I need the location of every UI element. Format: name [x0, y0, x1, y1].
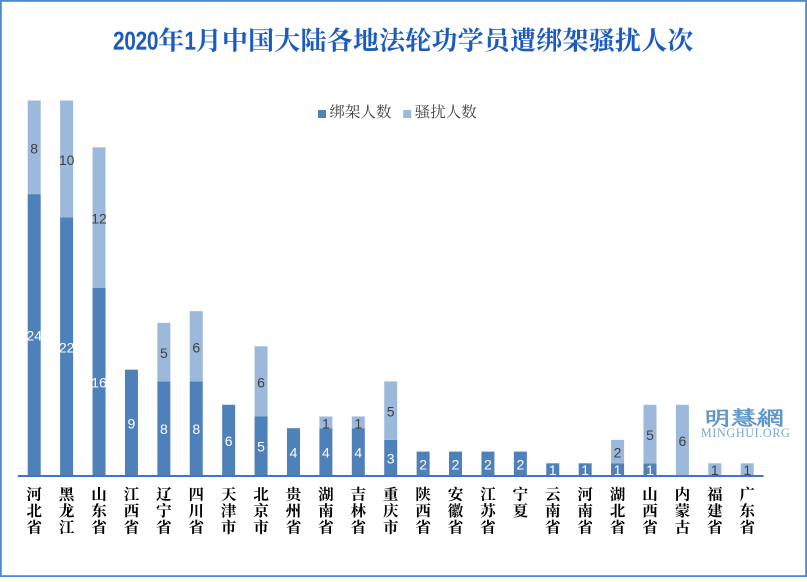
svg-text:5: 5	[257, 439, 265, 455]
svg-text:2: 2	[516, 456, 524, 472]
svg-text:8: 8	[192, 421, 200, 437]
svg-text:6: 6	[257, 374, 265, 390]
svg-text:6: 6	[225, 433, 233, 449]
svg-text:1: 1	[354, 415, 362, 431]
svg-text:1: 1	[549, 462, 557, 478]
svg-text:24: 24	[26, 328, 42, 344]
svg-text:5: 5	[387, 404, 395, 420]
svg-text:2: 2	[484, 456, 492, 472]
svg-text:1: 1	[711, 462, 719, 478]
svg-text:22: 22	[59, 339, 75, 355]
svg-text:4: 4	[290, 445, 298, 461]
svg-text:6: 6	[679, 433, 687, 449]
svg-text:12: 12	[91, 211, 107, 227]
svg-text:16: 16	[91, 374, 107, 390]
svg-text:1: 1	[743, 462, 751, 478]
svg-text:1: 1	[614, 462, 622, 478]
svg-text:1: 1	[581, 462, 589, 478]
svg-text:10: 10	[59, 152, 75, 168]
svg-text:2: 2	[452, 456, 460, 472]
svg-text:1: 1	[646, 462, 654, 478]
svg-text:5: 5	[160, 345, 168, 361]
svg-text:4: 4	[354, 445, 362, 461]
svg-text:9: 9	[128, 415, 136, 431]
svg-text:MINGHUI.ORG: MINGHUI.ORG	[701, 426, 791, 440]
svg-text:8: 8	[160, 421, 168, 437]
svg-text:5: 5	[646, 427, 654, 443]
svg-text:3: 3	[387, 450, 395, 466]
svg-text:6: 6	[192, 339, 200, 355]
svg-text:8: 8	[30, 140, 38, 156]
svg-text:4: 4	[322, 445, 330, 461]
svg-text:1: 1	[322, 415, 330, 431]
svg-text:2: 2	[419, 456, 427, 472]
svg-text:2: 2	[614, 445, 622, 461]
